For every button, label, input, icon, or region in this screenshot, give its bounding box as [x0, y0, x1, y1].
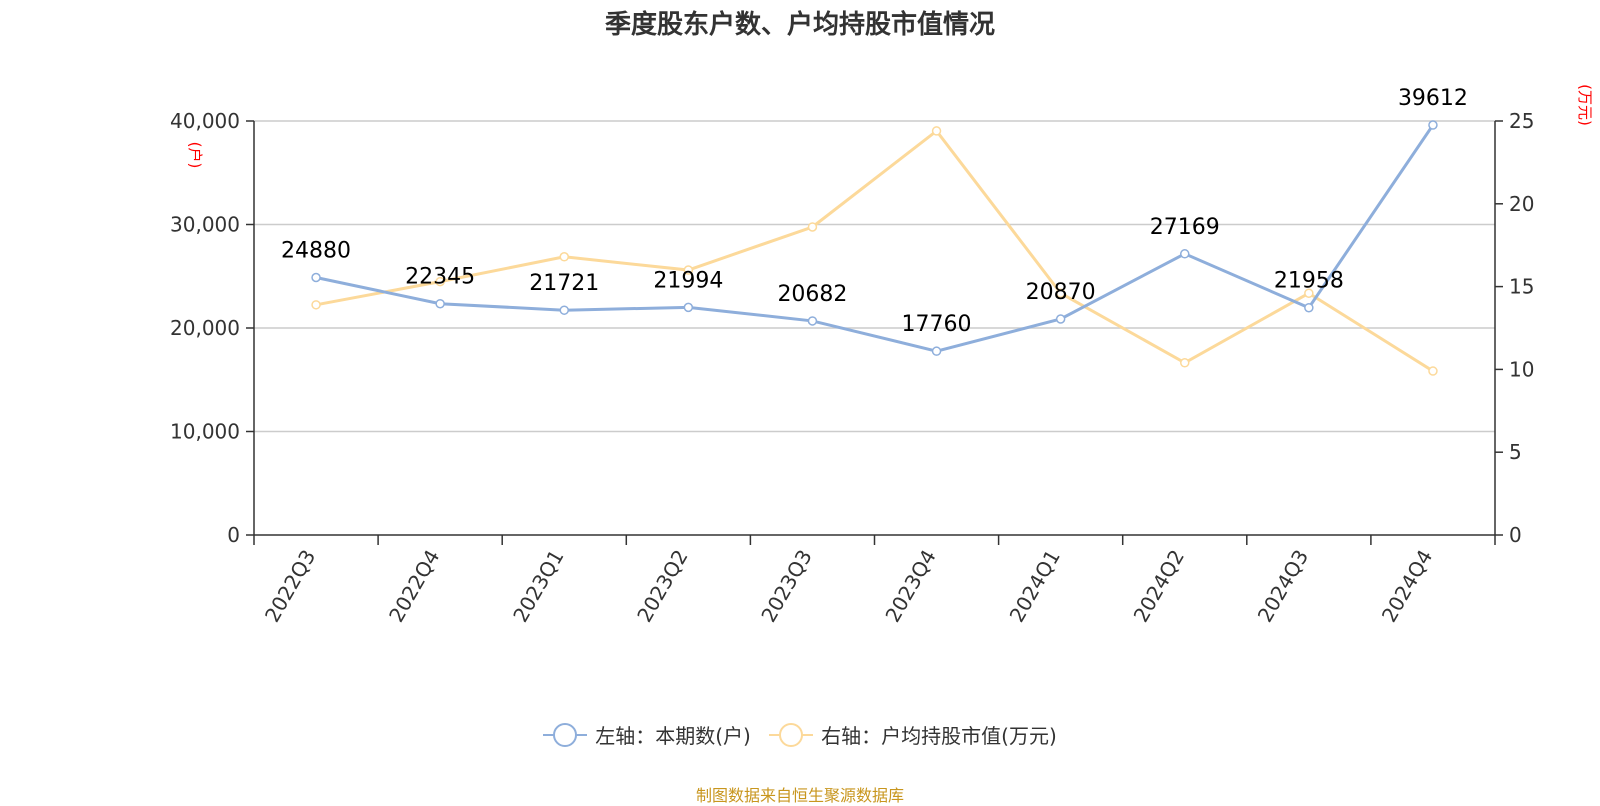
- data-point-left: [1180, 249, 1190, 259]
- x-tick-label: 2024Q3: [1253, 546, 1313, 627]
- data-point-left: [1428, 120, 1438, 130]
- x-tick-label: 2022Q3: [260, 546, 320, 627]
- x-tick-label: 2023Q1: [508, 546, 568, 627]
- y-left-tick-label: 40,000: [170, 109, 240, 133]
- y-left-tick-label: 10,000: [170, 420, 240, 444]
- data-point-right: [931, 126, 942, 136]
- data-label: 20682: [777, 282, 847, 307]
- data-label: 20870: [1026, 280, 1096, 305]
- x-tick-label: 2024Q2: [1129, 546, 1189, 627]
- data-point-left: [559, 305, 569, 315]
- data-point-right: [1428, 366, 1438, 376]
- series-line-left: [315, 124, 1435, 353]
- source-note: 制图数据来自恒生聚源数据库: [695, 786, 904, 805]
- y-right-tick-label: 5: [1509, 440, 1522, 464]
- data-point-right: [311, 300, 321, 310]
- legend: 左轴：本期数(户) 右轴：户均持股市值(万元): [0, 720, 1600, 752]
- legend-label-right-series: 右轴：户均持股市值(万元): [821, 724, 1057, 748]
- data-label: 27169: [1150, 215, 1220, 240]
- data-label: 22345: [405, 265, 475, 290]
- y-left-unit: (户): [186, 142, 204, 169]
- x-tick-label: 2023Q2: [632, 546, 692, 627]
- chart-title: 季度股东户数、户均持股市值情况: [604, 10, 995, 40]
- legend-item-left-series[interactable]: 左轴：本期数(户): [543, 720, 751, 749]
- data-label: 24880: [281, 238, 351, 263]
- x-tick-label: 2023Q4: [880, 546, 940, 627]
- data-point-left: [807, 316, 818, 326]
- data-point-left: [1055, 314, 1066, 324]
- data-point-right: [435, 276, 445, 287]
- y-left-tick-label: 30,000: [170, 213, 240, 237]
- data-point-left: [435, 298, 445, 309]
- data-label: 17760: [902, 312, 972, 337]
- x-tick-label: 2024Q1: [1005, 546, 1065, 627]
- data-label: 21721: [529, 271, 599, 296]
- x-tick-label: 2024Q4: [1377, 546, 1437, 627]
- y-right-tick-label: 25: [1509, 109, 1534, 133]
- data-point-right: [1055, 288, 1066, 298]
- legend-item-right-series[interactable]: 右轴：户均持股市值(万元): [769, 720, 1057, 749]
- data-point-right: [1304, 288, 1314, 298]
- x-tick-label: 2022Q4: [384, 546, 444, 627]
- legend-marker-yellow-icon: [769, 722, 814, 747]
- y-right-tick-label: 20: [1509, 192, 1534, 216]
- data-point-right: [559, 252, 569, 262]
- data-label: 21958: [1274, 269, 1344, 294]
- y-left-tick-label: 20,000: [170, 316, 240, 340]
- data-point-right: [683, 265, 694, 275]
- y-left-tick-label: 0: [227, 523, 240, 547]
- y-right-unit: (万元): [1576, 84, 1594, 126]
- y-right-tick-label: 15: [1509, 275, 1534, 299]
- data-point-left: [1304, 302, 1314, 313]
- legend-label-left-series: 左轴：本期数(户): [595, 724, 751, 748]
- y-right-tick-label: 0: [1509, 523, 1522, 547]
- legend-marker-blue-icon: [543, 722, 588, 747]
- data-point-right: [1180, 358, 1190, 368]
- data-point-left: [311, 272, 321, 283]
- data-point-right: [807, 222, 818, 232]
- y-right-tick-label: 10: [1509, 357, 1534, 381]
- data-point-left: [931, 346, 942, 356]
- data-label: 21994: [653, 268, 723, 293]
- x-tick-label: 2023Q3: [756, 546, 816, 627]
- data-label: 39612: [1398, 86, 1468, 111]
- data-point-left: [683, 302, 694, 313]
- series-line-right: [315, 128, 1434, 373]
